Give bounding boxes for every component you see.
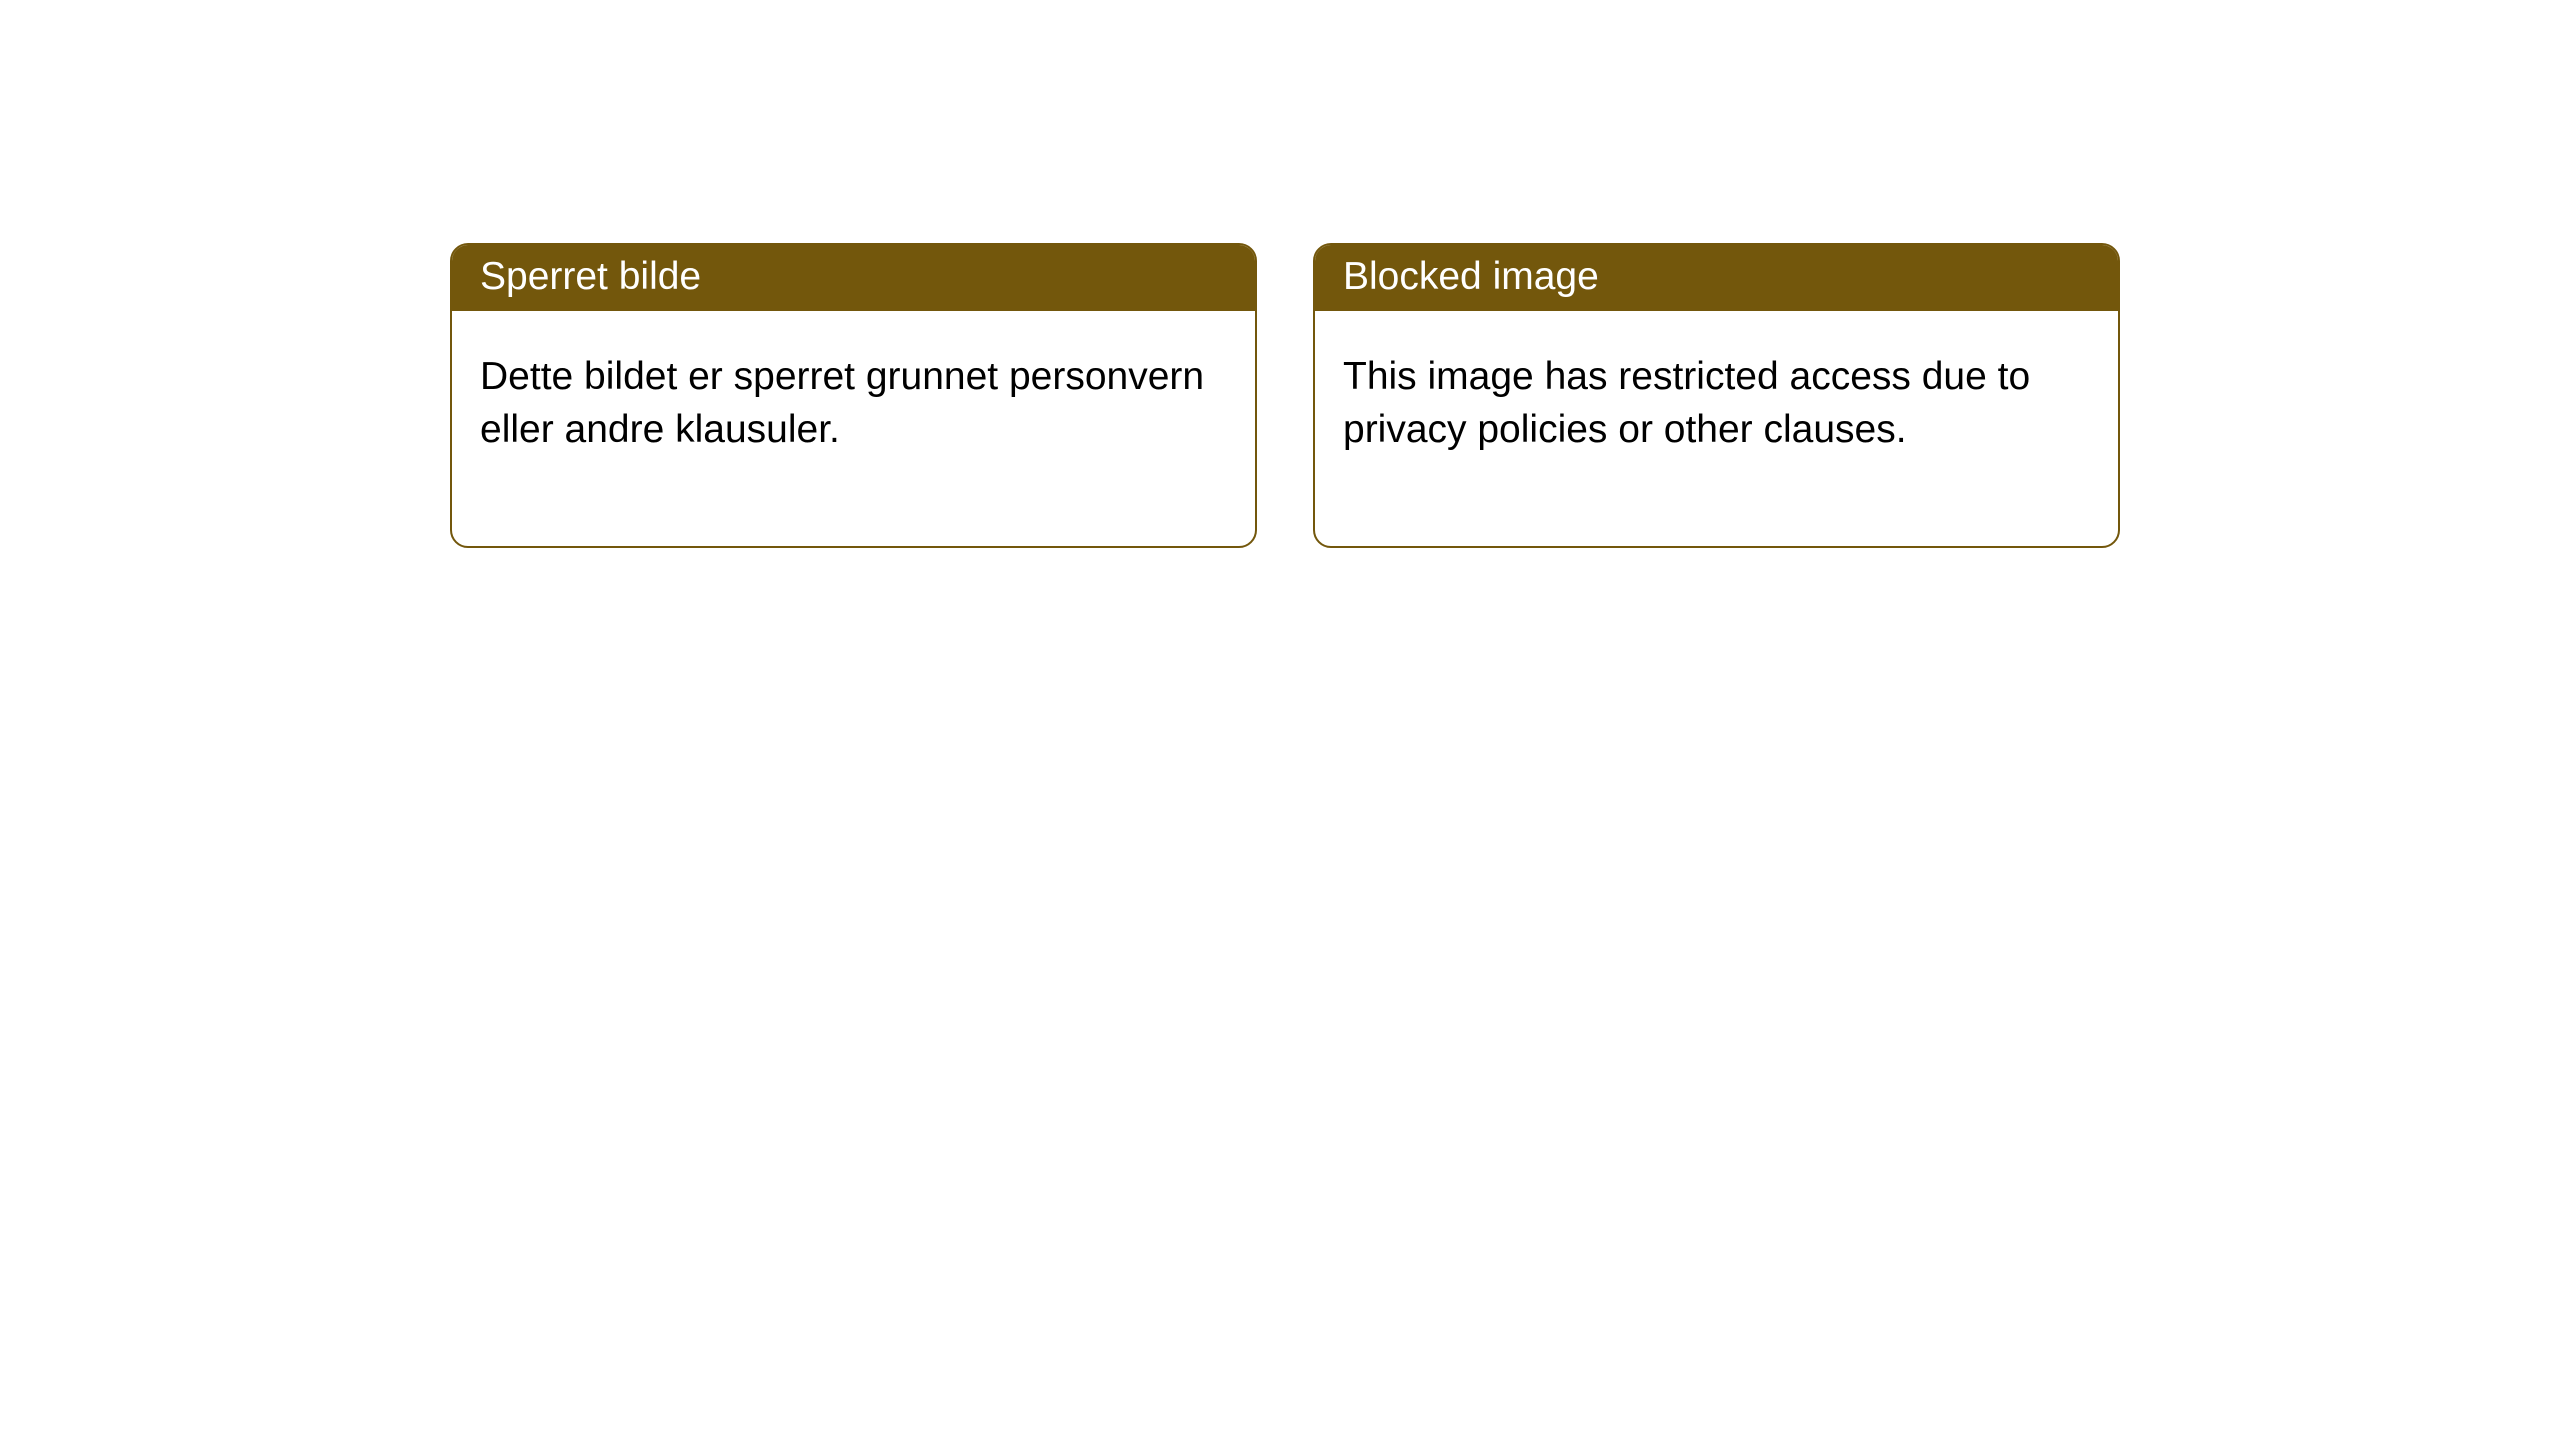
notice-card-norwegian: Sperret bilde Dette bildet er sperret gr… [450, 243, 1257, 548]
notice-card-title: Sperret bilde [452, 245, 1255, 311]
notice-card-body: Dette bildet er sperret grunnet personve… [452, 311, 1255, 546]
notice-card-title: Blocked image [1315, 245, 2118, 311]
notice-card-body: This image has restricted access due to … [1315, 311, 2118, 546]
notice-card-english: Blocked image This image has restricted … [1313, 243, 2120, 548]
notice-container: Sperret bilde Dette bildet er sperret gr… [0, 0, 2560, 548]
